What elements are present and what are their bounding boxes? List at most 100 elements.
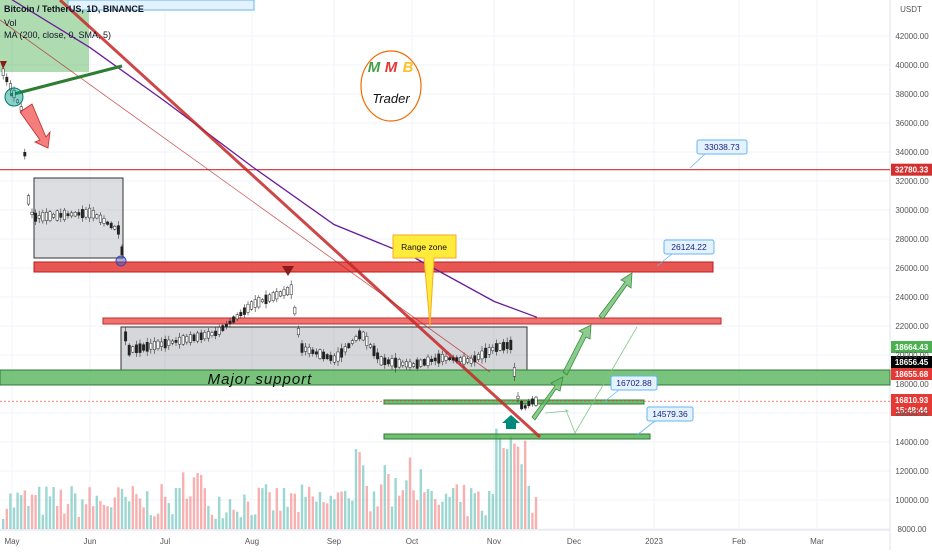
- candle: [181, 335, 185, 345]
- volume-label: Vol: [4, 18, 17, 28]
- volume-bar: [264, 484, 268, 529]
- volume-bar: [329, 495, 332, 529]
- volume-bar: [210, 514, 214, 529]
- candle: [358, 330, 362, 340]
- volume-bar: [124, 496, 127, 529]
- y-tick-label: 22000.00: [895, 322, 929, 331]
- candle: [37, 215, 41, 219]
- price-tag: [891, 341, 932, 353]
- candle: [268, 294, 272, 302]
- volume-bar: [203, 488, 206, 529]
- volume-bar: [261, 488, 264, 529]
- candle: [469, 357, 473, 364]
- candle: [127, 344, 131, 356]
- volume-bar: [160, 484, 163, 529]
- volume-bar: [491, 494, 494, 529]
- volume-bar: [398, 495, 401, 529]
- volume-bar: [279, 510, 282, 529]
- candle: [354, 336, 358, 341]
- candle: [41, 212, 45, 222]
- candle: [271, 292, 275, 301]
- volume-bar: [520, 464, 523, 529]
- candle: [293, 307, 297, 315]
- volume-bar: [462, 484, 466, 529]
- volume-bar: [344, 490, 347, 529]
- candle: [138, 343, 142, 353]
- green-trendline: [9, 64, 123, 97]
- x-tick-label: Feb: [732, 537, 746, 546]
- volume-bar: [534, 497, 538, 529]
- volume-bar: [218, 496, 221, 529]
- descending-trendline-main: [58, 0, 542, 439]
- ma-label: MA (200, close, 0, SMA, 5): [4, 30, 112, 40]
- volume-bar: [30, 494, 34, 529]
- candle: [286, 287, 290, 296]
- y-tick-label: 20000.00: [895, 351, 929, 360]
- volume-bar: [272, 510, 275, 529]
- candle: [134, 344, 138, 354]
- x-tick-label: Mar: [810, 537, 824, 546]
- candle: [476, 354, 480, 360]
- volume-bar: [41, 514, 44, 529]
- candle: [196, 332, 200, 342]
- price-tag-label: 18656.45: [895, 358, 929, 367]
- volume-bar: [246, 501, 250, 529]
- range-zone-callout-box: [392, 234, 457, 327]
- volume-bar: [477, 491, 480, 529]
- candle: [232, 316, 236, 323]
- volume-bar: [300, 484, 304, 529]
- volume-bar: [257, 487, 260, 529]
- volume-bar: [102, 504, 106, 529]
- volume-bar: [473, 493, 476, 529]
- descending-trendline-thin: [0, 19, 491, 373]
- candle: [199, 332, 203, 341]
- volume-bar: [128, 501, 131, 529]
- volume-bar: [174, 488, 178, 529]
- volume-bar: [290, 493, 293, 529]
- volume-bar: [376, 506, 379, 529]
- candle: [480, 350, 484, 360]
- candle: [170, 340, 174, 344]
- price-tag: [891, 368, 932, 380]
- volume-bar: [351, 500, 354, 529]
- candle: [250, 301, 254, 310]
- candle: [404, 361, 408, 368]
- volume-bar: [516, 446, 520, 529]
- volume-bar: [315, 501, 318, 529]
- candle: [426, 356, 430, 366]
- candle: [520, 401, 524, 410]
- candle: [264, 294, 268, 305]
- projection-arrow-2: [562, 324, 592, 376]
- candle: [372, 345, 376, 357]
- y-tick-label: 26000.00: [895, 264, 929, 273]
- volume-bar: [66, 504, 70, 529]
- volume-bar: [92, 506, 95, 529]
- candle: [278, 291, 282, 297]
- candle: [185, 336, 189, 343]
- volume-bar: [416, 500, 419, 529]
- y-tick-label: 18000.00: [895, 380, 929, 389]
- volume-bar: [509, 436, 512, 529]
- volume-bar: [286, 506, 289, 529]
- price-tag-label: 32780.33: [895, 166, 929, 175]
- volume-bar: [70, 486, 73, 529]
- candle: [52, 213, 56, 218]
- volume-bar: [200, 474, 203, 529]
- candle: [235, 314, 239, 320]
- volume-bar: [63, 513, 66, 529]
- candle: [62, 209, 66, 221]
- candle: [473, 355, 477, 363]
- volume-bar: [135, 494, 138, 529]
- volume-bar: [20, 495, 23, 529]
- candle: [422, 358, 426, 366]
- candle: [332, 355, 336, 363]
- callout-14579-label: 14579.36: [652, 409, 688, 419]
- top-blue-box: [67, 0, 255, 11]
- volume-bar: [531, 512, 534, 529]
- candle: [300, 343, 304, 353]
- candle: [188, 334, 192, 343]
- volume-bar: [156, 513, 160, 529]
